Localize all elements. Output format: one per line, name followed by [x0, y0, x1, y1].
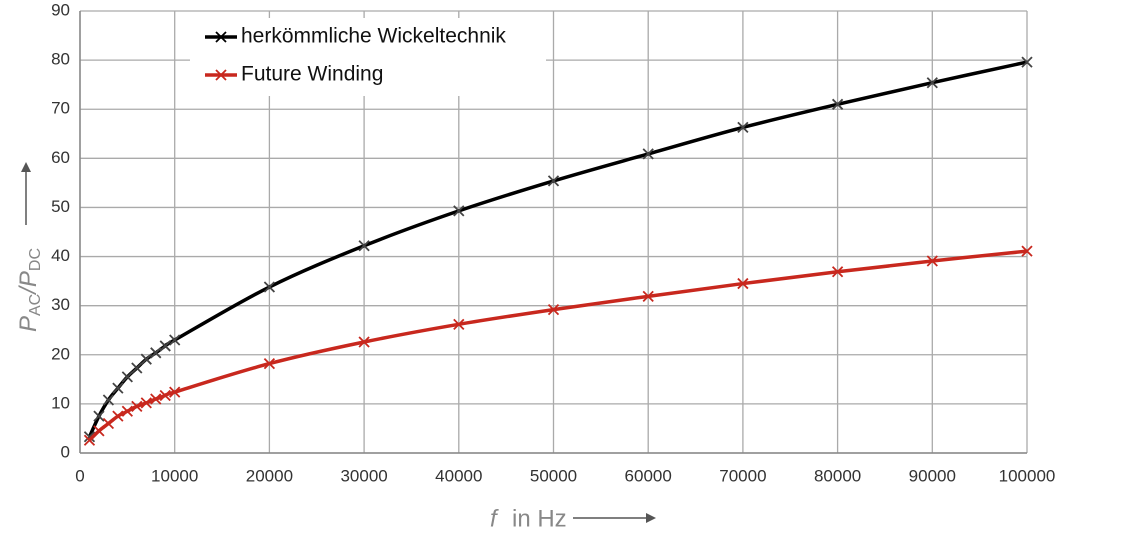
- data-point: [121, 405, 133, 417]
- data-point: [150, 393, 162, 405]
- data-point: [358, 336, 370, 348]
- data-point: [642, 148, 654, 160]
- y-tick-label: 70: [51, 99, 70, 118]
- data-point: [263, 281, 276, 293]
- y-tick-label: 10: [51, 393, 70, 412]
- data-point: [453, 205, 465, 217]
- data-point: [547, 303, 560, 316]
- data-point: [93, 425, 105, 437]
- data-point: [1021, 245, 1033, 257]
- legend-box: [190, 18, 546, 96]
- x-tick-label: 10000: [151, 466, 198, 485]
- data-point: [131, 400, 143, 412]
- y-label-sub: AC: [27, 294, 44, 316]
- x-tick-label: 50000: [530, 466, 577, 485]
- y-tick-label: 30: [51, 295, 70, 314]
- x-tick-label: 70000: [719, 466, 766, 485]
- y-axis-label: PAC/PDC: [15, 248, 44, 332]
- x-tick-label: 40000: [435, 466, 482, 485]
- legend-marker: [215, 31, 227, 43]
- data-point: [737, 121, 749, 134]
- x-axis-label: f: [490, 505, 499, 532]
- x-tick-label: 20000: [246, 466, 293, 485]
- y-tick-label: 50: [51, 197, 70, 216]
- data-point: [112, 410, 124, 422]
- data-point: [159, 340, 171, 352]
- y-tick-label: 20: [51, 344, 70, 363]
- y-label-part: /P: [15, 271, 42, 296]
- data-point: [140, 397, 152, 409]
- x-axis-label: in Hz: [512, 505, 567, 532]
- x-axis-arrow-head: [646, 513, 656, 523]
- legend-label: herkömmliche Wickeltechnik: [241, 25, 506, 48]
- data-point: [102, 417, 115, 430]
- data-point: [83, 434, 96, 446]
- y-label-sub: DC: [27, 248, 44, 271]
- series-line: [87, 60, 1028, 438]
- y-axis-arrow-head: [21, 162, 31, 172]
- y-tick-label: 90: [51, 0, 70, 19]
- data-point: [926, 255, 938, 267]
- data-point: [547, 175, 560, 187]
- x-tick-label: 30000: [340, 466, 387, 485]
- data-point: [737, 277, 749, 290]
- data-point: [926, 77, 938, 89]
- data-point: [93, 410, 105, 422]
- data-point: [150, 347, 162, 359]
- data-point: [263, 357, 276, 370]
- legend-marker: [215, 69, 227, 81]
- data-point: [102, 394, 115, 406]
- x-tick-label: 80000: [814, 466, 861, 485]
- y-tick-label: 0: [61, 442, 70, 461]
- data-point: [159, 389, 171, 402]
- data-point: [140, 353, 152, 365]
- data-point: [642, 290, 654, 302]
- y-label-part: P: [15, 316, 42, 332]
- data-point: [121, 371, 133, 383]
- data-point: [1021, 56, 1033, 68]
- data-point: [831, 266, 844, 278]
- legend-label: Future Winding: [241, 63, 383, 86]
- data-point: [83, 431, 96, 443]
- y-tick-label: 80: [51, 50, 70, 69]
- data-point: [169, 334, 181, 346]
- y-tick-label: 40: [51, 246, 70, 265]
- data-point: [169, 386, 181, 398]
- series-line: [88, 249, 1028, 442]
- data-point: [453, 318, 465, 330]
- data-point: [358, 240, 370, 252]
- data-point: [131, 362, 143, 374]
- y-tick-label: 60: [51, 148, 70, 167]
- data-point: [831, 98, 844, 110]
- x-tick-label: 0: [75, 466, 84, 485]
- x-tick-label: 100000: [999, 466, 1056, 485]
- x-tick-label: 60000: [625, 466, 672, 485]
- data-point: [112, 382, 124, 394]
- x-tick-label: 90000: [909, 466, 956, 485]
